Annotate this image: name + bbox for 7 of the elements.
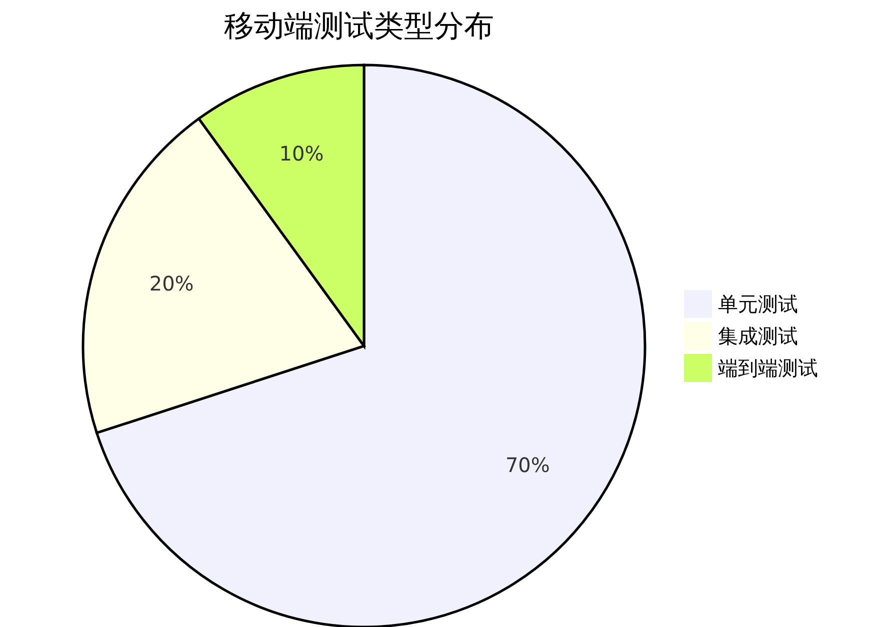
legend-label: 端到端测试 <box>718 354 818 382</box>
data-label: 20% <box>149 271 194 296</box>
legend-label: 集成测试 <box>718 322 798 350</box>
chart-title: 移动端测试类型分布 <box>223 8 495 46</box>
data-label: 10% <box>279 142 324 166</box>
slice-label: 单元测试 <box>718 290 798 318</box>
data-label: 70% <box>505 452 550 477</box>
